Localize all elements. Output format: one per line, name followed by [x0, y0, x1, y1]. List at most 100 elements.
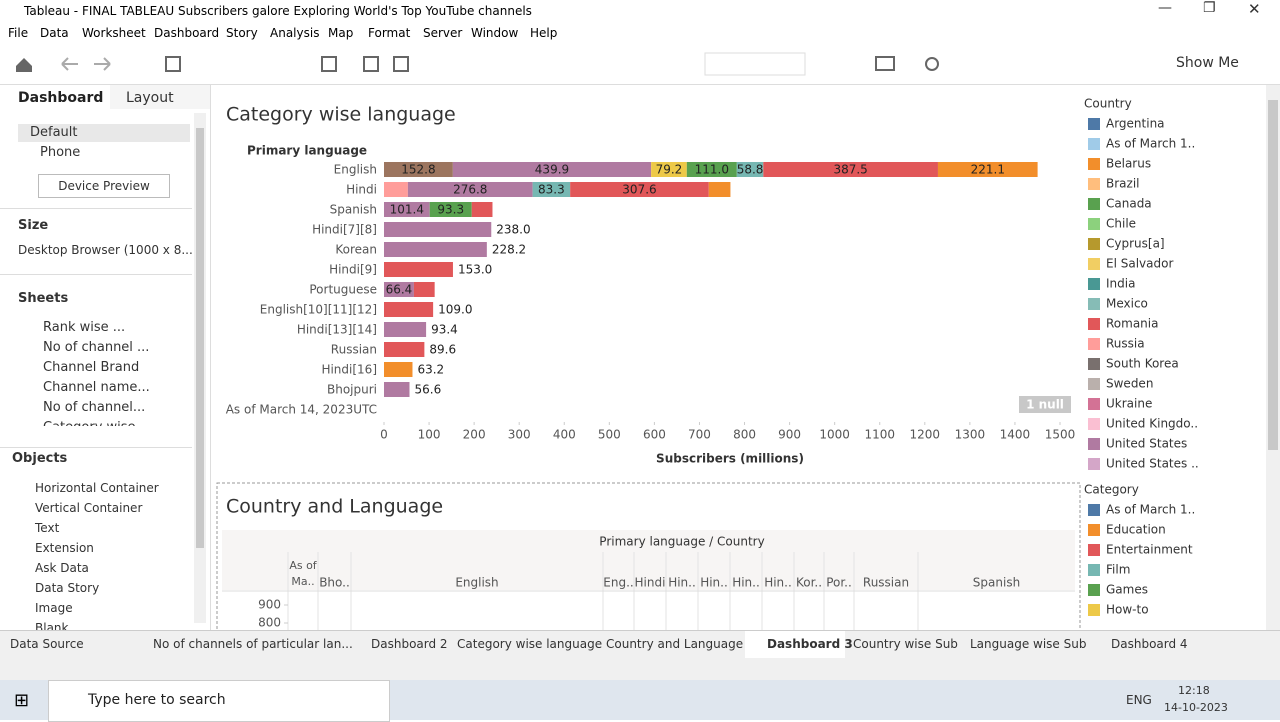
sheet-item[interactable]: No of channel ...	[43, 340, 150, 355]
menu-item[interactable]: Worksheet	[82, 26, 146, 40]
save-icon[interactable]	[165, 56, 181, 72]
data-label: 93.3	[437, 203, 464, 217]
menu-item[interactable]: Story	[226, 26, 258, 40]
menu-item[interactable]: Data	[40, 26, 69, 40]
dashboard: Category wise language Primary language Su…	[211, 85, 1266, 630]
legend-swatch	[1088, 338, 1100, 350]
object-item[interactable]: Text	[35, 521, 60, 535]
clear-icon[interactable]	[393, 56, 409, 72]
legend-swatch	[1088, 218, 1100, 230]
column-header: Hin..	[668, 576, 696, 590]
bar-segment	[532, 182, 571, 197]
legend-swatch	[1088, 198, 1100, 210]
menu-item[interactable]: Server	[423, 26, 463, 40]
device-preview[interactable]: Device Preview	[38, 174, 170, 198]
x-tick-label: 1400	[1000, 428, 1031, 442]
data-label: 56.6	[415, 383, 442, 397]
sheet-tab[interactable]: Language wise Sub	[970, 637, 1087, 651]
home-icon[interactable]	[16, 58, 32, 72]
sheet-item[interactable]: Category wise...	[43, 420, 148, 426]
tab-layout[interactable]: Layout	[126, 90, 174, 106]
column-header-line: As of	[289, 559, 317, 572]
legend-swatch	[1088, 298, 1100, 310]
size-value[interactable]: Desktop Browser (1000 x 8...	[18, 243, 193, 257]
menu-item[interactable]: Dashboard	[154, 26, 220, 40]
x-tick-label: 0	[380, 428, 388, 442]
object-item[interactable]: Vertical Container	[35, 501, 143, 515]
legend-label: El Salvador	[1106, 257, 1173, 271]
sheet-tab[interactable]: Category wise language	[457, 637, 603, 651]
object-item[interactable]: Ask Data	[35, 561, 89, 575]
dashboard-svg: Category wise language Primary language Su…	[216, 97, 1199, 630]
new-sheet-icon[interactable]	[321, 56, 337, 72]
menu-item[interactable]: Analysis	[270, 26, 320, 40]
sheet-tab[interactable]: Data Source	[10, 637, 84, 651]
show-me[interactable]: Show Me	[1176, 55, 1239, 71]
bar-segment	[384, 222, 492, 237]
column-header: Hin..	[732, 576, 760, 590]
data-label: 66.4	[386, 283, 413, 297]
null-badge: 1 null	[1026, 398, 1064, 412]
device-default[interactable]: Default	[30, 125, 78, 140]
share-icon[interactable]	[925, 57, 939, 71]
bar-segment	[429, 202, 472, 217]
data-label: 109.0	[438, 303, 472, 317]
bar-segment	[471, 202, 493, 217]
sheet-tab[interactable]: Country and Language	[606, 637, 744, 651]
category-label: Korean	[335, 243, 377, 257]
sheet-tab[interactable]: No of channels of particular lan...	[153, 637, 353, 651]
menu-item[interactable]: Help	[530, 26, 558, 40]
menu-item[interactable]: Map	[328, 26, 354, 40]
object-item[interactable]: Data Story	[35, 581, 100, 595]
object-item[interactable]: Extension	[35, 541, 94, 555]
maximize[interactable]: ❐	[1203, 0, 1216, 16]
legend-label: Mexico	[1106, 297, 1148, 311]
legend-label: As of March 1..	[1106, 503, 1195, 517]
x-tick-label: 1200	[910, 428, 941, 442]
legend-label: South Korea	[1106, 357, 1179, 371]
sheet-item[interactable]: Rank wise ...	[43, 320, 126, 335]
legend-label: United States ..	[1106, 457, 1199, 471]
start[interactable]: ⊞	[14, 690, 30, 711]
category-label: Russian	[331, 343, 377, 357]
close[interactable]: ✕	[1248, 0, 1261, 18]
sheet-tab[interactable]: Dashboard 4	[1111, 637, 1188, 651]
sheet-tab[interactable]: Dashboard 2	[371, 637, 448, 651]
device-phone[interactable]: Phone	[40, 145, 81, 160]
chart2-header: Primary language / Country	[599, 535, 764, 549]
present-icon[interactable]	[875, 56, 895, 71]
dup-icon[interactable]	[363, 56, 379, 72]
data-label: 276.8	[453, 183, 487, 197]
data-label: 238.0	[496, 223, 530, 237]
x-axis-label: Subscribers (millions)	[656, 452, 804, 466]
bar-segment	[384, 362, 413, 377]
sheet-item[interactable]: Channel Brand	[43, 360, 140, 375]
fit-dropdown[interactable]	[704, 52, 806, 76]
x-tick-label: 200	[463, 428, 486, 442]
minimize[interactable]: —	[1158, 0, 1172, 16]
category-label: Spanish	[330, 203, 377, 217]
legend-label: How-to	[1106, 603, 1149, 617]
menu-item[interactable]: File	[8, 26, 29, 40]
bar-segment	[452, 162, 652, 177]
object-item[interactable]: Horizontal Container	[35, 481, 159, 495]
object-item[interactable]: Image	[35, 601, 73, 615]
sheet-item[interactable]: No of channel...	[43, 400, 146, 415]
sheet-item[interactable]: Channel name...	[43, 380, 150, 395]
legend-swatch	[1088, 158, 1100, 170]
bar-segment	[384, 342, 425, 357]
column-header: Spanish	[973, 576, 1020, 590]
search-box[interactable]: Type here to search	[88, 692, 226, 708]
tab-dashboard[interactable]: Dashboard	[18, 90, 104, 106]
redo-icon[interactable]	[94, 57, 111, 71]
legend-swatch	[1088, 238, 1100, 250]
object-item[interactable]: Blank	[35, 621, 69, 630]
sheet-tab[interactable]: Country wise Sub	[853, 637, 958, 651]
menu-item[interactable]: Window	[471, 26, 519, 40]
clock-date: 14-10-2023	[1164, 701, 1228, 714]
category-label: Hindi[7][8]	[312, 223, 377, 237]
sheet-tab[interactable]: Dashboard 3	[767, 637, 853, 651]
data-label: 152.8	[401, 163, 435, 177]
undo-icon[interactable]	[61, 57, 78, 71]
menu-item[interactable]: Format	[368, 26, 411, 40]
